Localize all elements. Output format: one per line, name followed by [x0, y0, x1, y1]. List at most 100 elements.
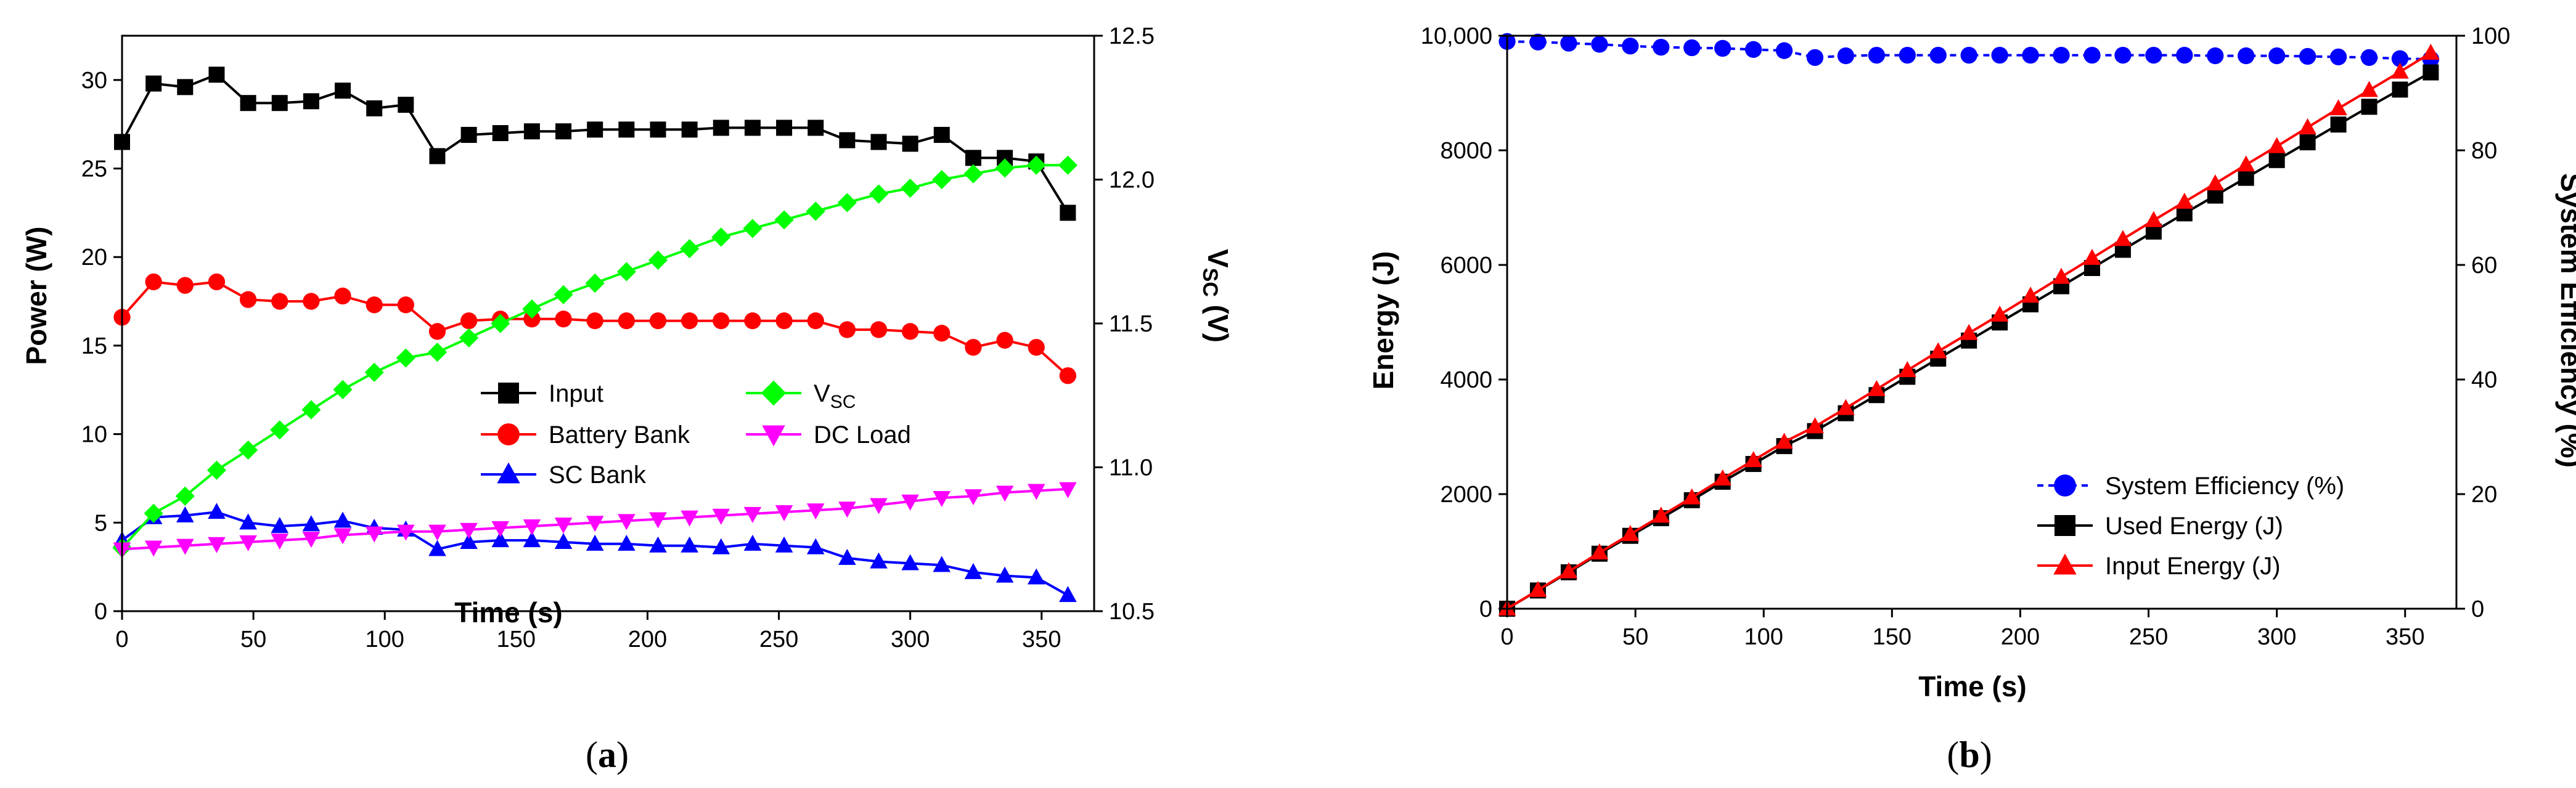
- panel-a-series-v-sc: [112, 155, 1077, 558]
- panel-a-x-tick-label: 300: [891, 627, 930, 652]
- panel-a-input-point: [839, 132, 856, 148]
- panel-a-legend-label-dc-load: DC Load: [814, 421, 911, 449]
- panel-a-v-sc-point: [616, 262, 636, 282]
- panel-b-caption: (b): [1947, 734, 1992, 775]
- panel-a-v-sc-point: [1026, 155, 1046, 175]
- panel-a-v-sc-point: [585, 274, 605, 293]
- panel-a-battery-bank-point: [586, 312, 603, 330]
- panel-a-sc-bank-point: [1027, 568, 1045, 585]
- panel-a-v-sc-point: [901, 178, 920, 198]
- panel-a-dc-load-point: [554, 518, 573, 534]
- panel-a-v-sc-point: [301, 400, 321, 420]
- panel-a-y2-tick-label: 12.0: [1109, 168, 1155, 193]
- panel-a-sc-bank-point: [302, 515, 321, 532]
- panel-a-dc-load-point: [618, 514, 636, 530]
- panel-a-x-tick-label: 0: [115, 627, 128, 652]
- panel-a-y2-tick-label: 10.5: [1109, 599, 1155, 625]
- panel-b-system-efficiency-point: [1868, 46, 1886, 64]
- panel-a-v-sc-point: [837, 193, 857, 213]
- panel-b-system-efficiency-point: [1960, 46, 1977, 64]
- panel-a-x-tick-label: 150: [497, 627, 536, 652]
- panel-b-input-energy-j-point: [2175, 192, 2194, 209]
- panel-a-legend-label-input: Input: [549, 380, 603, 407]
- panel-a-sc-bank-point: [712, 538, 730, 554]
- panel-b-system-efficiency-point: [2145, 46, 2162, 64]
- panel-a-dc-load-point: [1027, 484, 1045, 500]
- panel-a-y-axis-title: Power (W): [20, 227, 52, 365]
- panel-a-battery-bank-point: [271, 293, 288, 310]
- panel-b-y-tick-label: 2000: [1440, 482, 1492, 508]
- panel-a-battery-bank-point: [303, 293, 320, 310]
- panel-b-system-efficiency-point: [2238, 47, 2255, 65]
- panel-b-series-used-energy-j: [1499, 64, 2439, 617]
- panel-a-sc-bank-point: [1059, 586, 1077, 603]
- panel-a-dc-load-point: [271, 533, 289, 550]
- panel-a-y-tick-label: 0: [94, 599, 107, 625]
- panel-b-x-tick-label: 200: [2001, 624, 2040, 650]
- panel-a-dc-load-point: [681, 510, 698, 527]
- panel-a-v-sc-point: [963, 164, 983, 184]
- panel-b-used-energy-j-point: [2238, 169, 2254, 186]
- panel-a-input-point: [587, 121, 603, 138]
- panel-a-battery-bank-point: [145, 273, 162, 291]
- panel-a-dc-load-point: [996, 485, 1014, 502]
- panel-a-input-point: [460, 126, 477, 143]
- panel-b-series-input-energy-j: [1498, 43, 2440, 616]
- panel-a-battery-bank-point: [239, 291, 257, 308]
- panel-a-v-sc-point: [491, 314, 510, 333]
- panel-a-sc-bank-point: [460, 532, 478, 549]
- panel-a-battery-bank-point: [807, 312, 824, 330]
- panel-a-sc-bank-point: [333, 511, 352, 528]
- panel-a-dc-load-point: [176, 538, 194, 555]
- panel-a-sc-bank-point: [743, 534, 762, 551]
- panel-b-input-energy-j-point: [2021, 286, 2040, 303]
- panel-b-y-tick-label: 10,000: [1421, 23, 1492, 49]
- panel-a-sc-bank-point: [933, 556, 951, 572]
- panel-b-system-efficiency-point: [1591, 36, 1608, 53]
- panel-a-input-point: [492, 125, 509, 142]
- panel-a-sc-bank-point: [208, 503, 226, 519]
- panel-a-v-sc-point: [932, 169, 952, 190]
- panel-a-y2-tick-label: 12.5: [1109, 23, 1155, 49]
- panel-a-v-sc-point: [459, 328, 479, 347]
- panel-b-input-energy-j-point: [2237, 155, 2255, 172]
- panel-b-used-energy-j-point: [2268, 152, 2285, 168]
- panel-b-x-tick-label: 300: [2257, 624, 2296, 650]
- panel-a-input-line: [121, 73, 1069, 214]
- panel-b-input-energy-j-point: [1775, 433, 1793, 449]
- panel-b-system-efficiency-point: [1653, 38, 1670, 56]
- panel-b-system-efficiency-point: [1929, 46, 1947, 64]
- panel-a-v-sc-point: [806, 201, 825, 221]
- panel-b-legend-item-used-energy-j: Used Energy (J): [2037, 513, 2283, 540]
- panel-b-system-efficiency-point: [2299, 47, 2316, 65]
- panel-b-x-tick-label: 250: [2129, 624, 2168, 650]
- panel-a-battery-bank-point: [713, 312, 730, 330]
- panel-b-input-energy-j-point: [2206, 174, 2225, 190]
- panel-a-legend-label-sc-bank: SC Bank: [549, 461, 647, 489]
- panel-a-sc-bank-point: [964, 563, 983, 579]
- panel-a-v-sc-point: [743, 219, 763, 238]
- panel-b-input-energy-j-point: [2083, 248, 2101, 265]
- panel-a-input-point: [429, 148, 446, 165]
- panel-b-y-tick-label: 8000: [1440, 138, 1492, 164]
- panel-b-legend-label-system-efficiency: System Efficiency (%): [2105, 473, 2344, 500]
- panel-a-caption: (a): [586, 734, 629, 775]
- panel-a-input-point: [808, 120, 824, 136]
- panel-a-input-point: [303, 93, 319, 110]
- panel-b-input-energy-j-point: [1744, 451, 1762, 468]
- panel-b-input-energy-j-point: [2145, 211, 2163, 227]
- panel-b-y2-tick-label: 60: [2471, 253, 2497, 278]
- panel-a-series-input: [114, 67, 1076, 221]
- panel-a-input-point: [744, 120, 761, 136]
- panel-a-input-point: [965, 150, 981, 166]
- panel-a: 0 50 100 150 200 250 300 350 0 5 10 15 20 25 30 10.5 11.…: [20, 23, 1234, 775]
- panel-a-v-sc-point: [680, 238, 700, 259]
- panel-a-series-battery-bank: [113, 273, 1077, 384]
- panel-a-v-sc-point: [206, 460, 227, 480]
- panel-b-system-efficiency-point: [2391, 50, 2409, 67]
- panel-b-legend-marker-input-energy-j: [2053, 553, 2077, 575]
- panel-b-input-energy-j-point: [1590, 543, 1609, 559]
- panel-a-input-point: [240, 95, 256, 112]
- panel-a-battery-bank-point: [176, 277, 194, 294]
- panel-a-y-tick-label: 30: [81, 68, 107, 94]
